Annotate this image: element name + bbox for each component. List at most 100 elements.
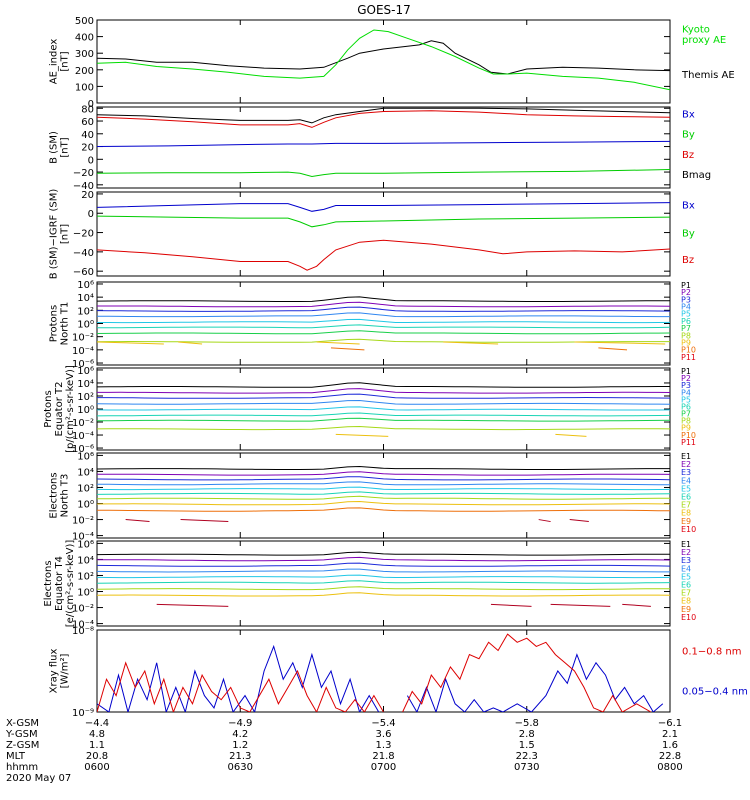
y-tick-label: 20 bbox=[81, 190, 94, 201]
series-line-0 bbox=[97, 644, 380, 712]
legend-E6: E6 bbox=[681, 493, 691, 502]
x-row-value: −5.8 bbox=[515, 718, 539, 729]
y-tick-label: 10⁴ bbox=[77, 555, 94, 566]
y-axis-label: [nT] bbox=[60, 137, 71, 157]
channel-line-P6 bbox=[97, 324, 670, 329]
channel-line-E9 bbox=[97, 507, 670, 512]
legend-P11: P11 bbox=[681, 438, 696, 447]
legend-E7: E7 bbox=[681, 589, 691, 598]
series-line-0 bbox=[97, 202, 670, 212]
y-tick-label: 10⁻² bbox=[72, 516, 94, 527]
fragment-line bbox=[443, 341, 499, 345]
series-line-2 bbox=[97, 239, 670, 271]
legend-entry: Kyoto bbox=[682, 24, 710, 35]
y-tick-label: 10² bbox=[77, 483, 94, 494]
legend-P1: P1 bbox=[681, 281, 691, 290]
legend-entry: Bx bbox=[682, 201, 695, 212]
y-tick-label: 10⁻⁶ bbox=[72, 444, 94, 455]
legend-P5: P5 bbox=[681, 310, 691, 319]
y-tick-label: 10⁴ bbox=[77, 379, 94, 390]
legend-entry: Bz bbox=[682, 150, 694, 161]
y-tick-label: 10² bbox=[77, 571, 94, 582]
y-tick-label: 60 bbox=[81, 117, 94, 128]
y-tick-label: −60 bbox=[73, 267, 94, 278]
y-tick-label: 10⁶ bbox=[77, 539, 94, 550]
channel-line-E1 bbox=[97, 465, 670, 470]
legend-P10: P10 bbox=[681, 346, 696, 355]
y-tick-label: 500 bbox=[75, 16, 94, 27]
y-tick-label: 10⁶ bbox=[77, 280, 94, 291]
fragment-line bbox=[490, 603, 532, 607]
panel-ee: 10⁶ 10⁴ 10² 10⁰ 10⁻² 10⁻⁴ Electrons Equator T4[… bbox=[43, 539, 696, 630]
x-row-value: 0700 bbox=[371, 762, 396, 773]
x-row-value: 20.8 bbox=[86, 751, 108, 762]
legend-P7: P7 bbox=[681, 324, 691, 333]
series-line-1 bbox=[97, 110, 670, 128]
legend-E8: E8 bbox=[681, 509, 691, 518]
channel-line-E3 bbox=[97, 476, 670, 481]
x-row-value: −4.9 bbox=[228, 718, 252, 729]
y-tick-label: 10² bbox=[77, 306, 94, 317]
x-row-label-y-gsm: Y-GSM bbox=[5, 729, 38, 740]
legend-entry: 0.1−0.8 nm bbox=[682, 647, 741, 658]
legend-P11: P11 bbox=[681, 353, 696, 362]
legend-P6: P6 bbox=[681, 317, 691, 326]
legend-entry: Bx bbox=[682, 109, 695, 120]
x-row-value: −4.4 bbox=[85, 718, 109, 729]
legend-E2: E2 bbox=[681, 548, 691, 557]
legend-P4: P4 bbox=[681, 303, 691, 312]
channel-line-E5 bbox=[97, 574, 670, 579]
plot-area bbox=[97, 551, 670, 607]
y-axis-label: AE_index bbox=[49, 39, 60, 85]
y-tick-label: −40 bbox=[73, 181, 94, 192]
series-line-1 bbox=[97, 215, 670, 228]
legend-E5: E5 bbox=[681, 572, 691, 581]
y-axis-label: Equator T2 bbox=[54, 382, 65, 437]
legend-P8: P8 bbox=[681, 417, 691, 426]
panel-frame bbox=[96, 452, 671, 539]
legend-P3: P3 bbox=[681, 295, 691, 304]
y-tick-label: 10⁻² bbox=[72, 333, 94, 344]
y-axis-label: B (SM) bbox=[49, 131, 60, 164]
y-tick-label: 80 bbox=[81, 104, 94, 115]
legend-entry: Bz bbox=[682, 255, 694, 266]
x-row-value: 1.5 bbox=[519, 740, 535, 751]
series-line-0 bbox=[97, 107, 670, 124]
legend-entry: By bbox=[682, 228, 695, 239]
x-row-label-x-gsm: X-GSM bbox=[6, 718, 39, 729]
legend-entry: Themis AE bbox=[681, 70, 735, 81]
x-row-value: 4.2 bbox=[232, 729, 248, 740]
channel-line-P7 bbox=[97, 417, 670, 422]
legend-E2: E2 bbox=[681, 460, 691, 469]
legend-P2: P2 bbox=[681, 288, 691, 297]
y-tick-label: −20 bbox=[73, 168, 94, 179]
y-axis-label: North T1 bbox=[60, 302, 71, 346]
y-tick-label: 10⁻⁸ bbox=[72, 626, 94, 637]
y-tick-label: 200 bbox=[75, 66, 94, 77]
y-tick-label: 10⁴ bbox=[77, 467, 94, 478]
y-tick-label: 0 bbox=[88, 155, 94, 166]
x-row-value: −6.1 bbox=[658, 718, 682, 729]
plot-area bbox=[97, 465, 670, 523]
fragment-line bbox=[180, 519, 229, 523]
x-row-value: 3.6 bbox=[376, 729, 392, 740]
channel-line-E6 bbox=[97, 580, 670, 584]
channel-line-E2 bbox=[97, 556, 670, 562]
legend-entry: 0.05−0.4 nm bbox=[682, 687, 748, 698]
y-axis-label: Protons bbox=[49, 305, 60, 342]
x-axis-table: X-GSM −4.4 −4.9 −5.4 −5.8 −6.1 Y-GSM 4.8 4.2 3.6 2… bbox=[5, 718, 683, 784]
legend-P10: P10 bbox=[681, 431, 696, 440]
channel-line-E4 bbox=[97, 481, 670, 486]
y-tick-label: 10⁶ bbox=[77, 366, 94, 377]
legend-E4: E4 bbox=[681, 564, 691, 573]
x-row-label-z-gsm: Z-GSM bbox=[6, 740, 39, 751]
plot-area bbox=[97, 29, 670, 91]
channel-line-P4 bbox=[97, 399, 670, 405]
plot-area bbox=[97, 633, 664, 712]
y-axis-label: [p/(cm²-s-sr-keV)] bbox=[65, 365, 76, 453]
series-line-1 bbox=[97, 29, 670, 91]
